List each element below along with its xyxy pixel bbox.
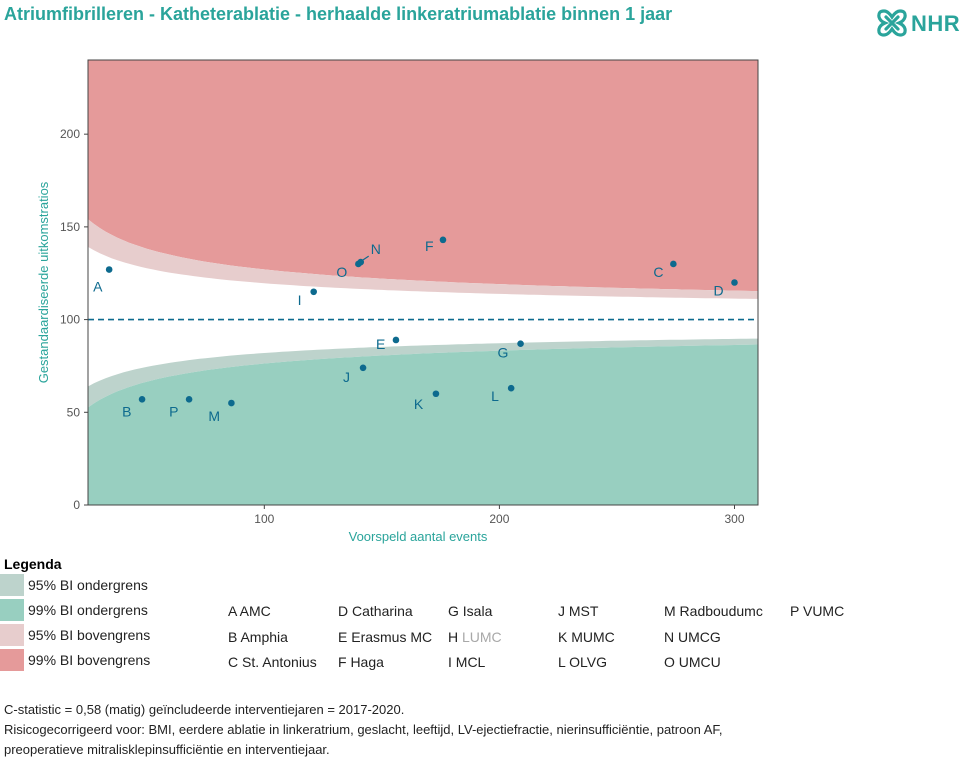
point-label-c: C — [653, 264, 663, 280]
legend-swatch — [0, 624, 24, 646]
x-axis-label: Voorspeld aantal events — [349, 529, 488, 544]
x-tick-label: 300 — [724, 512, 744, 526]
hospital-key: H LUMC — [448, 628, 502, 645]
hospital-column: P VUMC — [790, 602, 844, 628]
point-label-i: I — [298, 292, 302, 308]
point-label-m: M — [208, 408, 220, 424]
footnote-correction: Risicogecorrigeerd voor: BMI, eerdere ab… — [4, 722, 723, 737]
nhr-logo: NHR — [876, 6, 962, 40]
hospital-key: F Haga — [338, 654, 384, 670]
legend-title: Legenda — [4, 556, 62, 572]
point-a — [105, 266, 113, 273]
point-i — [310, 288, 317, 296]
y-tick-label: 200 — [60, 127, 80, 141]
point-label-n: N — [371, 241, 381, 257]
y-tick-label: 50 — [67, 405, 81, 419]
hospital-key: K MUMC — [558, 628, 615, 645]
plot-frame — [87, 59, 759, 506]
point-label-o: O — [336, 264, 347, 280]
hospital-key: D Catharina — [338, 603, 413, 619]
point-g — [517, 340, 524, 347]
hospital-key: A AMC — [228, 603, 271, 619]
hospital-key: O UMCU — [664, 654, 721, 670]
nhr-heart-knot-icon — [877, 9, 907, 37]
hospital-column: J MST K MUMC L OLVG — [558, 602, 615, 679]
band-99-upper — [88, 60, 758, 292]
point-p — [185, 396, 193, 403]
point-label-e: E — [376, 336, 385, 352]
point-label-p: P — [169, 403, 178, 419]
legend-label: 95% BI bovengrens — [28, 627, 151, 643]
band-99-lower — [88, 344, 758, 505]
hospital-key: C St. Antonius — [228, 654, 317, 670]
hospital-key: E Erasmus MC — [338, 628, 433, 645]
label-connector-n — [362, 255, 370, 261]
x-tick-label: 100 — [254, 512, 274, 526]
legend-swatch — [0, 574, 24, 596]
y-tick-label: 150 — [60, 220, 80, 234]
point-label-b: B — [122, 403, 131, 419]
footnote-correction-cont: preoperatieve mitralisklepinsufficiëntie… — [4, 742, 330, 757]
point-l — [507, 384, 515, 392]
point-label-f: F — [425, 238, 434, 254]
point-label-d: D — [713, 283, 723, 299]
hospital-column: M Radboudumc N UMCG O UMCU — [664, 602, 763, 679]
legend-label: 99% BI ondergrens — [28, 602, 148, 618]
footnote-cstat: C-statistic = 0,58 (matig) geïncludeerde… — [4, 702, 405, 717]
hospital-key: J MST — [558, 603, 599, 619]
y-tick-label: 0 — [73, 498, 80, 512]
hospital-column: D Catharina E Erasmus MC F Haga — [338, 602, 432, 679]
point-k — [432, 390, 440, 398]
hospital-key: G Isala — [448, 603, 493, 619]
legend-label: 99% BI bovengrens — [28, 652, 151, 668]
point-c — [670, 260, 677, 268]
point-m — [228, 399, 235, 407]
y-axis-label: Gestandaardiseerde uitkomstratios — [36, 181, 51, 383]
point-b — [138, 396, 146, 403]
legend-label: 95% BI ondergrens — [28, 577, 148, 593]
hospital-key: B Amphia — [228, 628, 288, 645]
hospital-key: L OLVG — [558, 654, 608, 670]
band-95-upper — [88, 219, 758, 299]
legend-swatch — [0, 599, 24, 621]
logo-text: NHR — [911, 11, 961, 36]
point-label-g: G — [498, 345, 509, 361]
point-label-a: A — [93, 279, 103, 295]
band-95-lower — [88, 338, 758, 408]
legend-swatch — [0, 649, 24, 671]
hospital-column: G Isala H LUMC I MCL — [448, 602, 502, 679]
hospital-key: M Radboudumc — [664, 603, 763, 619]
point-label-k: K — [414, 396, 424, 412]
point-label-j: J — [343, 369, 350, 385]
point-j — [359, 364, 367, 372]
chart-title: Atriumfibrilleren - Katheterablatie - he… — [4, 4, 673, 24]
point-e — [392, 336, 400, 344]
point-f — [439, 236, 447, 244]
point-label-l: L — [491, 388, 499, 404]
hospital-key: P VUMC — [790, 603, 845, 619]
hospital-key: N UMCG — [664, 628, 721, 645]
point-n — [357, 258, 365, 266]
footnotes: C-statistic = 0,58 (matig) geïncludeerde… — [4, 700, 723, 760]
x-tick-label: 200 — [489, 512, 509, 526]
point-d — [731, 279, 738, 286]
y-tick-label: 100 — [60, 313, 80, 327]
hospital-column: A AMC B Amphia C St. Antonius — [228, 602, 317, 679]
hospital-key: I MCL — [448, 654, 486, 670]
